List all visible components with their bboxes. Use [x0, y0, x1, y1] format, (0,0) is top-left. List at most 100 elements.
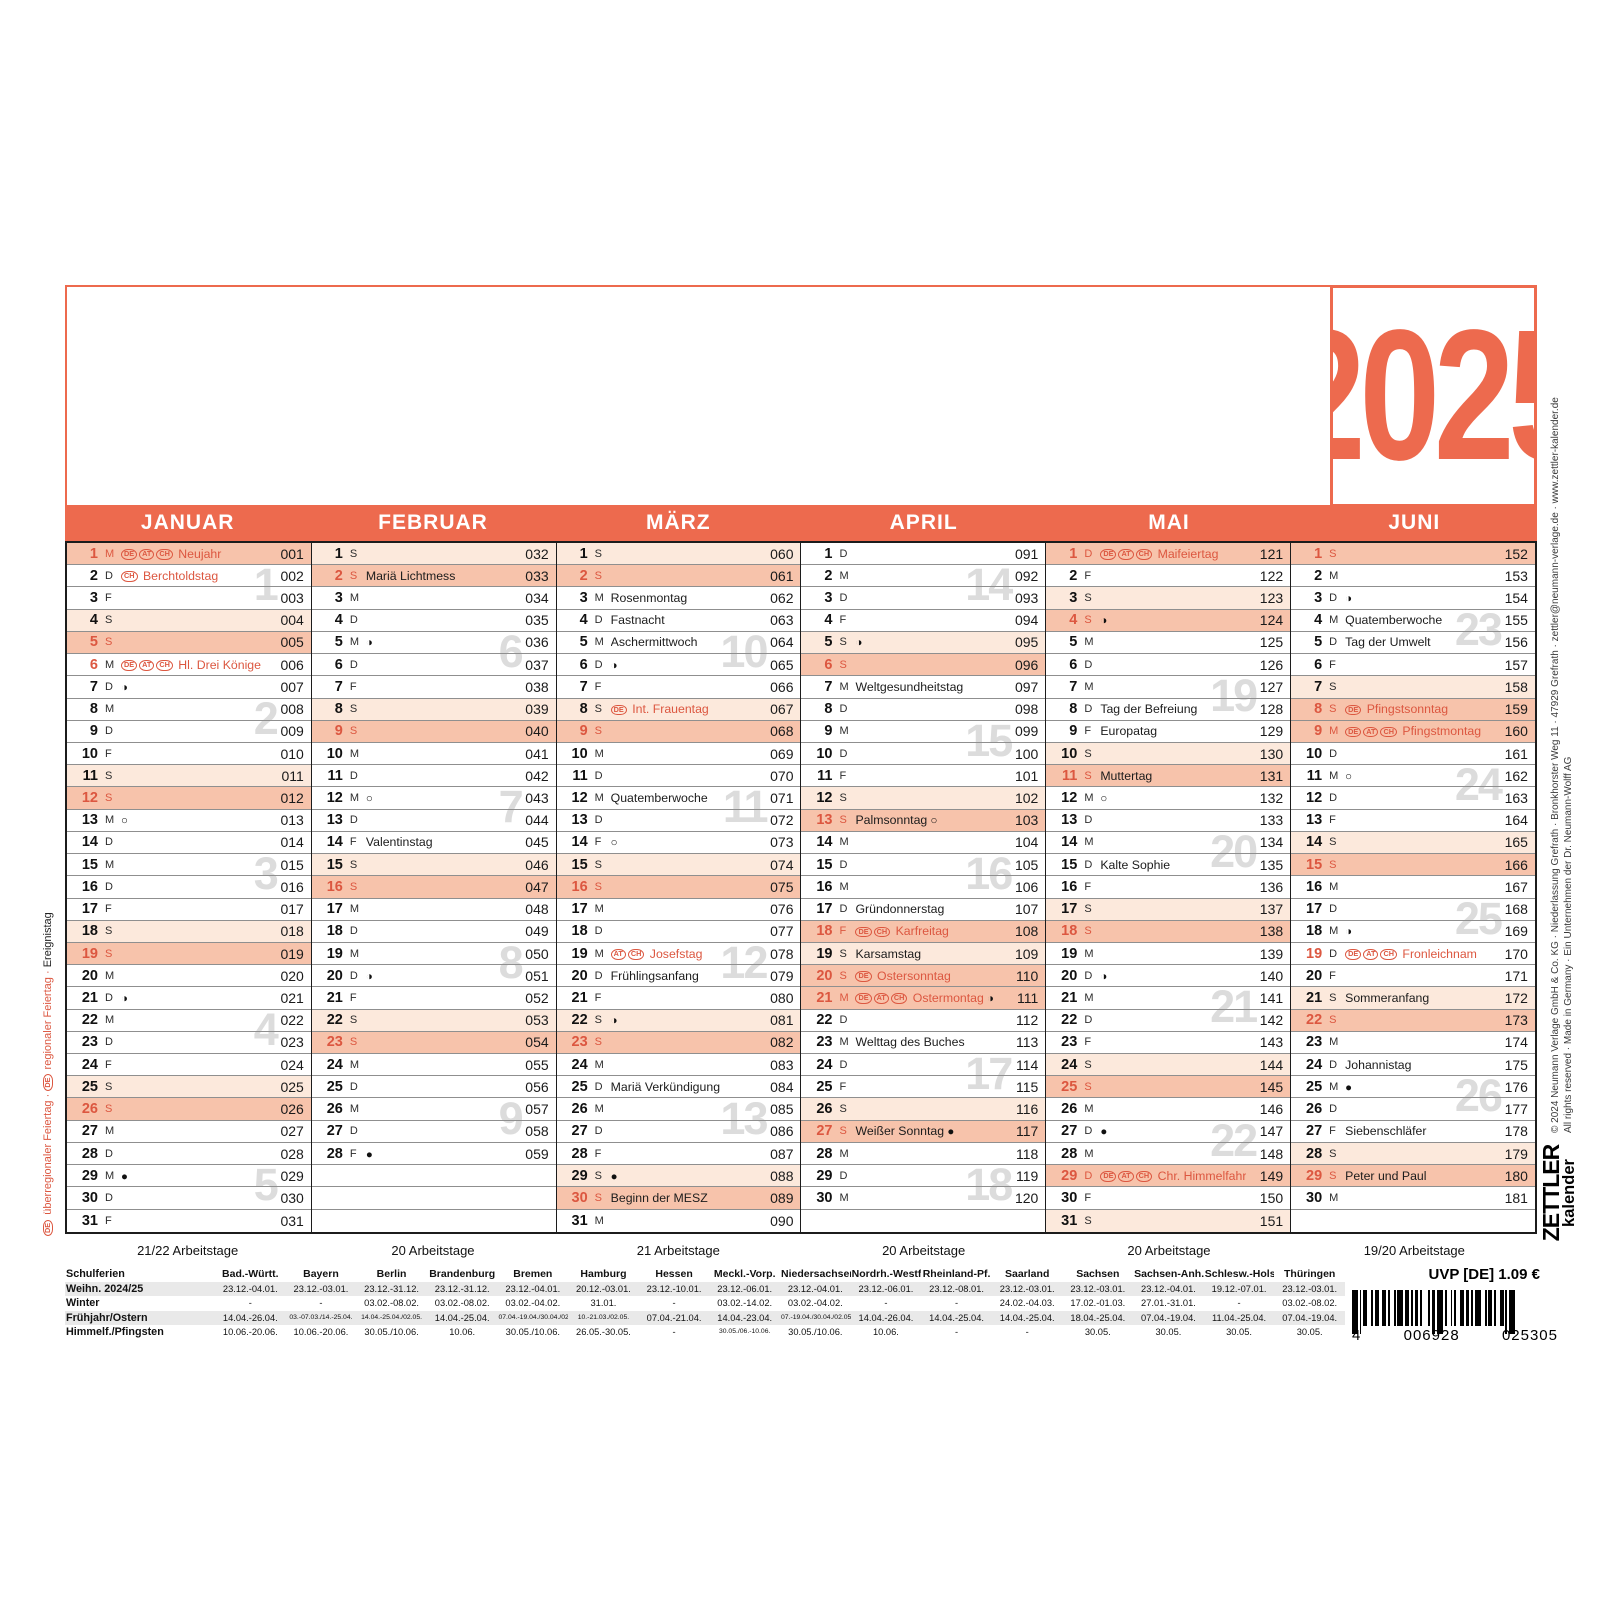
day-row: 1 S 152 [1291, 543, 1535, 566]
day-of-year: 070 [770, 767, 794, 784]
day-of-year: 173 [1504, 1012, 1528, 1029]
day-number: 4 [1314, 612, 1323, 629]
weekday-letter: D [839, 1014, 848, 1027]
day-of-year: 025 [280, 1078, 304, 1095]
ferien-value: 03.-07.03./14.-25.04. [285, 1310, 357, 1325]
weekday-letter: D [349, 614, 358, 627]
month-header-april: APRIL [889, 511, 958, 534]
ferien-value: - [319, 1298, 323, 1308]
day-of-year: 014 [280, 834, 304, 851]
day-number: 10 [816, 745, 833, 762]
weekday-letter: S [1329, 680, 1337, 693]
day-of-year: 103 [1014, 812, 1039, 829]
workdays-count: 20 Arbeitstage [882, 1243, 966, 1258]
weekday-letter: D [105, 569, 113, 582]
day-of-year: 091 [1014, 545, 1039, 562]
day-of-year: 058 [525, 1123, 549, 1140]
day-row: 24 D 114 [801, 1054, 1046, 1077]
weekday-letter: F [1084, 1036, 1092, 1049]
event-label: Weltgesundheitstag [855, 679, 964, 694]
calendar-grid: 1 2 3 4 5 1 M DE AT CH Neujahr 001 2 D CH Berchtoldst… [65, 541, 1537, 1234]
country-badge-at-icon: AT [139, 549, 155, 560]
event-label: Peter und Paul [1345, 1168, 1427, 1183]
day-number: 10 [326, 745, 343, 762]
day-of-year: 092 [1014, 567, 1039, 584]
day-number: 5 [1314, 634, 1323, 651]
day-row: 10 S 130 [1046, 742, 1291, 766]
weekday-letter: D [1084, 1169, 1093, 1182]
weekday-letter: S [349, 547, 358, 560]
day-number: 18 [81, 923, 98, 940]
weekday-letter: D [1329, 592, 1338, 605]
day-row: 19 M AT CH Josefstag 078 [556, 943, 801, 966]
weekday-letter: D [349, 1080, 358, 1093]
month-header-märz: MÄRZ [645, 511, 711, 534]
event-label: DE AT CH Neujahr [121, 547, 267, 561]
barcode-bar [1370, 1290, 1373, 1326]
event-label: Tag der Befreiung [1100, 702, 1198, 717]
weekday-letter: S [1329, 991, 1337, 1004]
day-of-year: 143 [1259, 1034, 1284, 1051]
day-number: 7 [334, 678, 343, 695]
barcode-bar [1509, 1290, 1515, 1334]
barcode-digit-first: 4 [1352, 1327, 1362, 1344]
day-row: 30 D 030 [67, 1187, 311, 1210]
moon-phase-icon: ○ [1345, 770, 1353, 783]
day-of-year: 043 [525, 790, 549, 807]
day-of-year: 040 [525, 723, 549, 740]
weekday-letter: D [105, 725, 113, 738]
day-row: 13 M ○ 013 [67, 810, 311, 832]
day-row: 24 F 024 [67, 1054, 311, 1077]
day-number: 18 [816, 923, 833, 940]
day-of-year: 045 [525, 834, 549, 851]
day-number: 3 [1314, 590, 1323, 607]
day-of-year: 059 [525, 1145, 549, 1162]
week-number: 4 [253, 1003, 279, 1055]
weekday-letter: S [839, 658, 847, 671]
day-row: 20 M 020 [67, 965, 311, 988]
day-number: 9 [824, 723, 833, 740]
barcode-bar [1431, 1290, 1436, 1334]
ferien-value: 23.12.-03.01. [991, 1281, 1063, 1296]
ferien-value: 23.12.-31.12. [356, 1281, 427, 1296]
day-row: 13 D 133 [1046, 810, 1291, 832]
weekday-letter: S [349, 1014, 358, 1027]
weekday-letter: S [839, 1125, 847, 1138]
ferien-value: 03.02.-08.02. [1282, 1298, 1338, 1308]
day-row: 19 M 050 [311, 943, 556, 966]
weekday-letter: M [105, 1125, 115, 1138]
weekday-letter: M [1084, 991, 1094, 1004]
day-of-year: 060 [770, 545, 794, 562]
week-number: 15 [965, 714, 1013, 766]
day-row: 26 S 026 [67, 1098, 311, 1121]
event-label: AT CH Josefstag [610, 947, 757, 961]
day-row: 10 D 161 [1291, 743, 1535, 766]
day-number: 10 [571, 745, 588, 762]
weekday-letter: D [594, 969, 603, 982]
weekday-letter: D [1329, 1103, 1338, 1116]
day-row: 23 M Welttag des Buches 113 [801, 1032, 1046, 1055]
weekday-letter: F [349, 991, 357, 1004]
barcode-bar [1397, 1290, 1404, 1326]
weekday-letter: S [1084, 925, 1092, 938]
ferien-value: 30.05. [1155, 1327, 1182, 1337]
moon-phase-icon: ◑ [1100, 615, 1108, 628]
day-number: 15 [571, 856, 588, 873]
workdays-count: 20 Arbeitstage [1127, 1243, 1211, 1258]
ferien-state-header: Sachsen [1076, 1268, 1120, 1280]
day-number: 9 [1069, 723, 1078, 740]
day-number: 7 [1314, 678, 1323, 695]
ferien-value: 26.05.-30.05. [576, 1327, 631, 1337]
barcode-bar [1437, 1290, 1443, 1334]
event-label: Beginn der MESZ [610, 1190, 708, 1205]
day-number: 6 [89, 656, 98, 673]
day-row: 9 D 009 [67, 721, 311, 743]
day-number: 22 [326, 1012, 343, 1029]
day-of-year: 111 [1017, 989, 1039, 1006]
school-holidays-table: Schulferien Bad.-Württ. Bayern Berlin Brande… [65, 1267, 1345, 1340]
day-number: 12 [1306, 790, 1323, 807]
day-number: 1 [824, 545, 833, 562]
day-row: 7 S 158 [1291, 676, 1535, 699]
moon-phase-icon: ◑ [121, 681, 128, 694]
event-label: ◑ [1345, 924, 1491, 938]
